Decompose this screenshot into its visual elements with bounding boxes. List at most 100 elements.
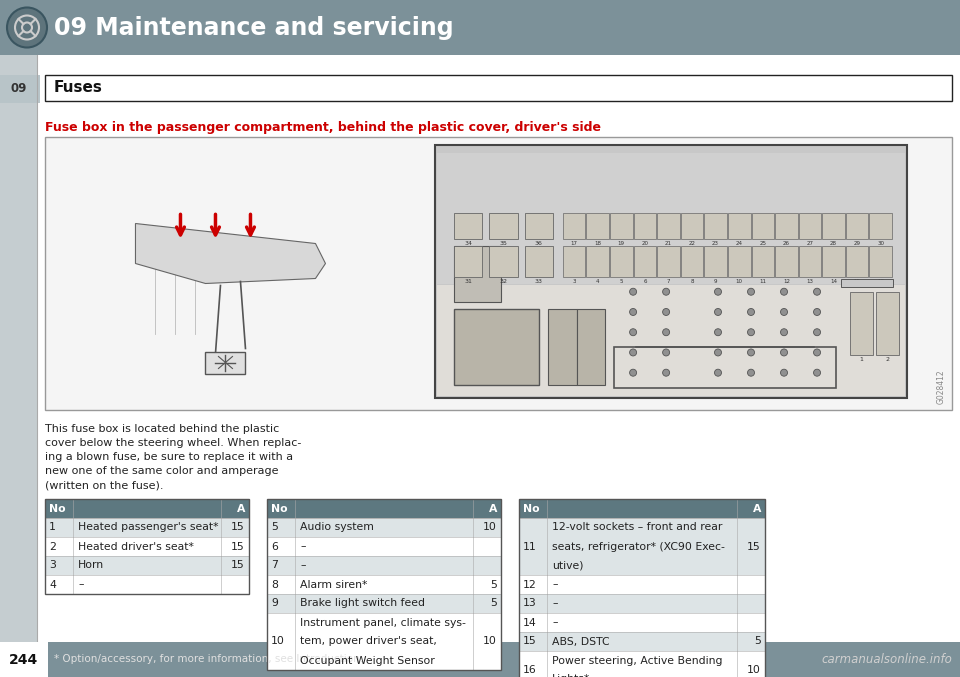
Text: 1: 1 <box>49 523 56 533</box>
Bar <box>45 518 249 537</box>
Text: 20: 20 <box>641 240 648 246</box>
Text: 3: 3 <box>572 278 576 284</box>
Text: 10: 10 <box>483 523 497 533</box>
Text: G028412: G028412 <box>937 370 946 404</box>
Text: 7: 7 <box>667 278 670 284</box>
Bar <box>841 279 893 286</box>
Bar <box>634 246 657 277</box>
Text: 28: 28 <box>830 240 837 246</box>
Circle shape <box>714 288 722 295</box>
Circle shape <box>813 288 821 295</box>
Bar <box>519 499 765 518</box>
Text: –: – <box>300 542 305 552</box>
Circle shape <box>662 309 670 315</box>
Bar <box>752 213 774 238</box>
Text: No: No <box>523 504 540 513</box>
Text: 14: 14 <box>523 617 537 628</box>
Text: 5: 5 <box>271 523 277 533</box>
Text: 21: 21 <box>665 240 672 246</box>
Bar <box>267 499 501 670</box>
Bar <box>519 499 765 677</box>
Bar <box>0 75 40 103</box>
Text: 7: 7 <box>271 561 277 571</box>
Circle shape <box>813 329 821 336</box>
Text: This fuse box is located behind the plastic
cover below the steering wheel. When: This fuse box is located behind the plas… <box>45 424 301 490</box>
Bar <box>45 137 952 410</box>
Text: 09 Maintenance and servicing: 09 Maintenance and servicing <box>54 16 454 39</box>
Bar <box>267 594 501 613</box>
Text: 5: 5 <box>491 580 497 590</box>
Text: 16: 16 <box>877 278 884 284</box>
Text: A: A <box>489 504 497 513</box>
Bar <box>775 213 798 238</box>
Bar <box>705 213 727 238</box>
Text: 26: 26 <box>783 240 790 246</box>
Bar <box>437 152 904 284</box>
Text: Lights*: Lights* <box>552 674 590 677</box>
Text: 10: 10 <box>735 278 743 284</box>
Bar <box>267 556 501 575</box>
Circle shape <box>662 369 670 376</box>
Text: 10: 10 <box>271 636 285 647</box>
Text: Audio system: Audio system <box>300 523 373 533</box>
Text: 15: 15 <box>231 542 245 552</box>
Circle shape <box>780 369 787 376</box>
Circle shape <box>748 369 755 376</box>
Text: Fuses: Fuses <box>54 81 103 95</box>
Bar <box>519 518 765 575</box>
Bar <box>563 246 586 277</box>
Text: 32: 32 <box>499 278 508 284</box>
Text: –: – <box>78 580 84 590</box>
Bar <box>563 213 586 238</box>
Circle shape <box>630 288 636 295</box>
Bar <box>519 632 765 651</box>
Bar <box>519 651 765 677</box>
Bar <box>519 575 765 594</box>
Text: –: – <box>300 561 305 571</box>
Circle shape <box>714 369 722 376</box>
Bar <box>437 285 904 396</box>
Text: 15: 15 <box>853 278 860 284</box>
Text: Alarm siren*: Alarm siren* <box>300 580 368 590</box>
Circle shape <box>714 329 722 336</box>
Bar <box>45 75 952 101</box>
Text: 12: 12 <box>523 580 537 590</box>
Text: 33: 33 <box>535 278 542 284</box>
Text: 31: 31 <box>464 278 472 284</box>
Text: utive): utive) <box>552 561 584 571</box>
Text: 12-volt sockets – front and rear: 12-volt sockets – front and rear <box>552 523 722 533</box>
Bar <box>752 246 774 277</box>
Text: –: – <box>552 580 558 590</box>
Bar <box>267 518 501 537</box>
Text: 9: 9 <box>714 278 717 284</box>
Circle shape <box>630 329 636 336</box>
Text: 5: 5 <box>491 598 497 609</box>
Text: 1: 1 <box>859 357 863 362</box>
Bar <box>610 213 633 238</box>
Circle shape <box>748 309 755 315</box>
Bar <box>876 292 899 355</box>
Text: 22: 22 <box>688 240 696 246</box>
Bar <box>267 499 501 518</box>
Text: 10: 10 <box>483 636 497 647</box>
Bar <box>577 309 605 385</box>
Text: 3: 3 <box>49 561 56 571</box>
Text: 4: 4 <box>596 278 599 284</box>
Bar <box>0 55 37 642</box>
Text: carmanualsonline.info: carmanualsonline.info <box>821 653 952 666</box>
Text: –: – <box>552 598 558 609</box>
Circle shape <box>748 288 755 295</box>
Circle shape <box>662 329 670 336</box>
Circle shape <box>7 7 47 47</box>
Text: ABS, DSTC: ABS, DSTC <box>552 636 610 647</box>
Bar <box>267 537 501 556</box>
Text: 10: 10 <box>747 665 761 675</box>
Text: 5: 5 <box>619 278 623 284</box>
Text: 11: 11 <box>523 542 537 552</box>
Bar <box>60 147 430 400</box>
Bar <box>435 145 906 398</box>
Text: 12: 12 <box>783 278 790 284</box>
Bar <box>850 292 873 355</box>
Bar <box>454 246 501 302</box>
Bar <box>454 246 482 277</box>
